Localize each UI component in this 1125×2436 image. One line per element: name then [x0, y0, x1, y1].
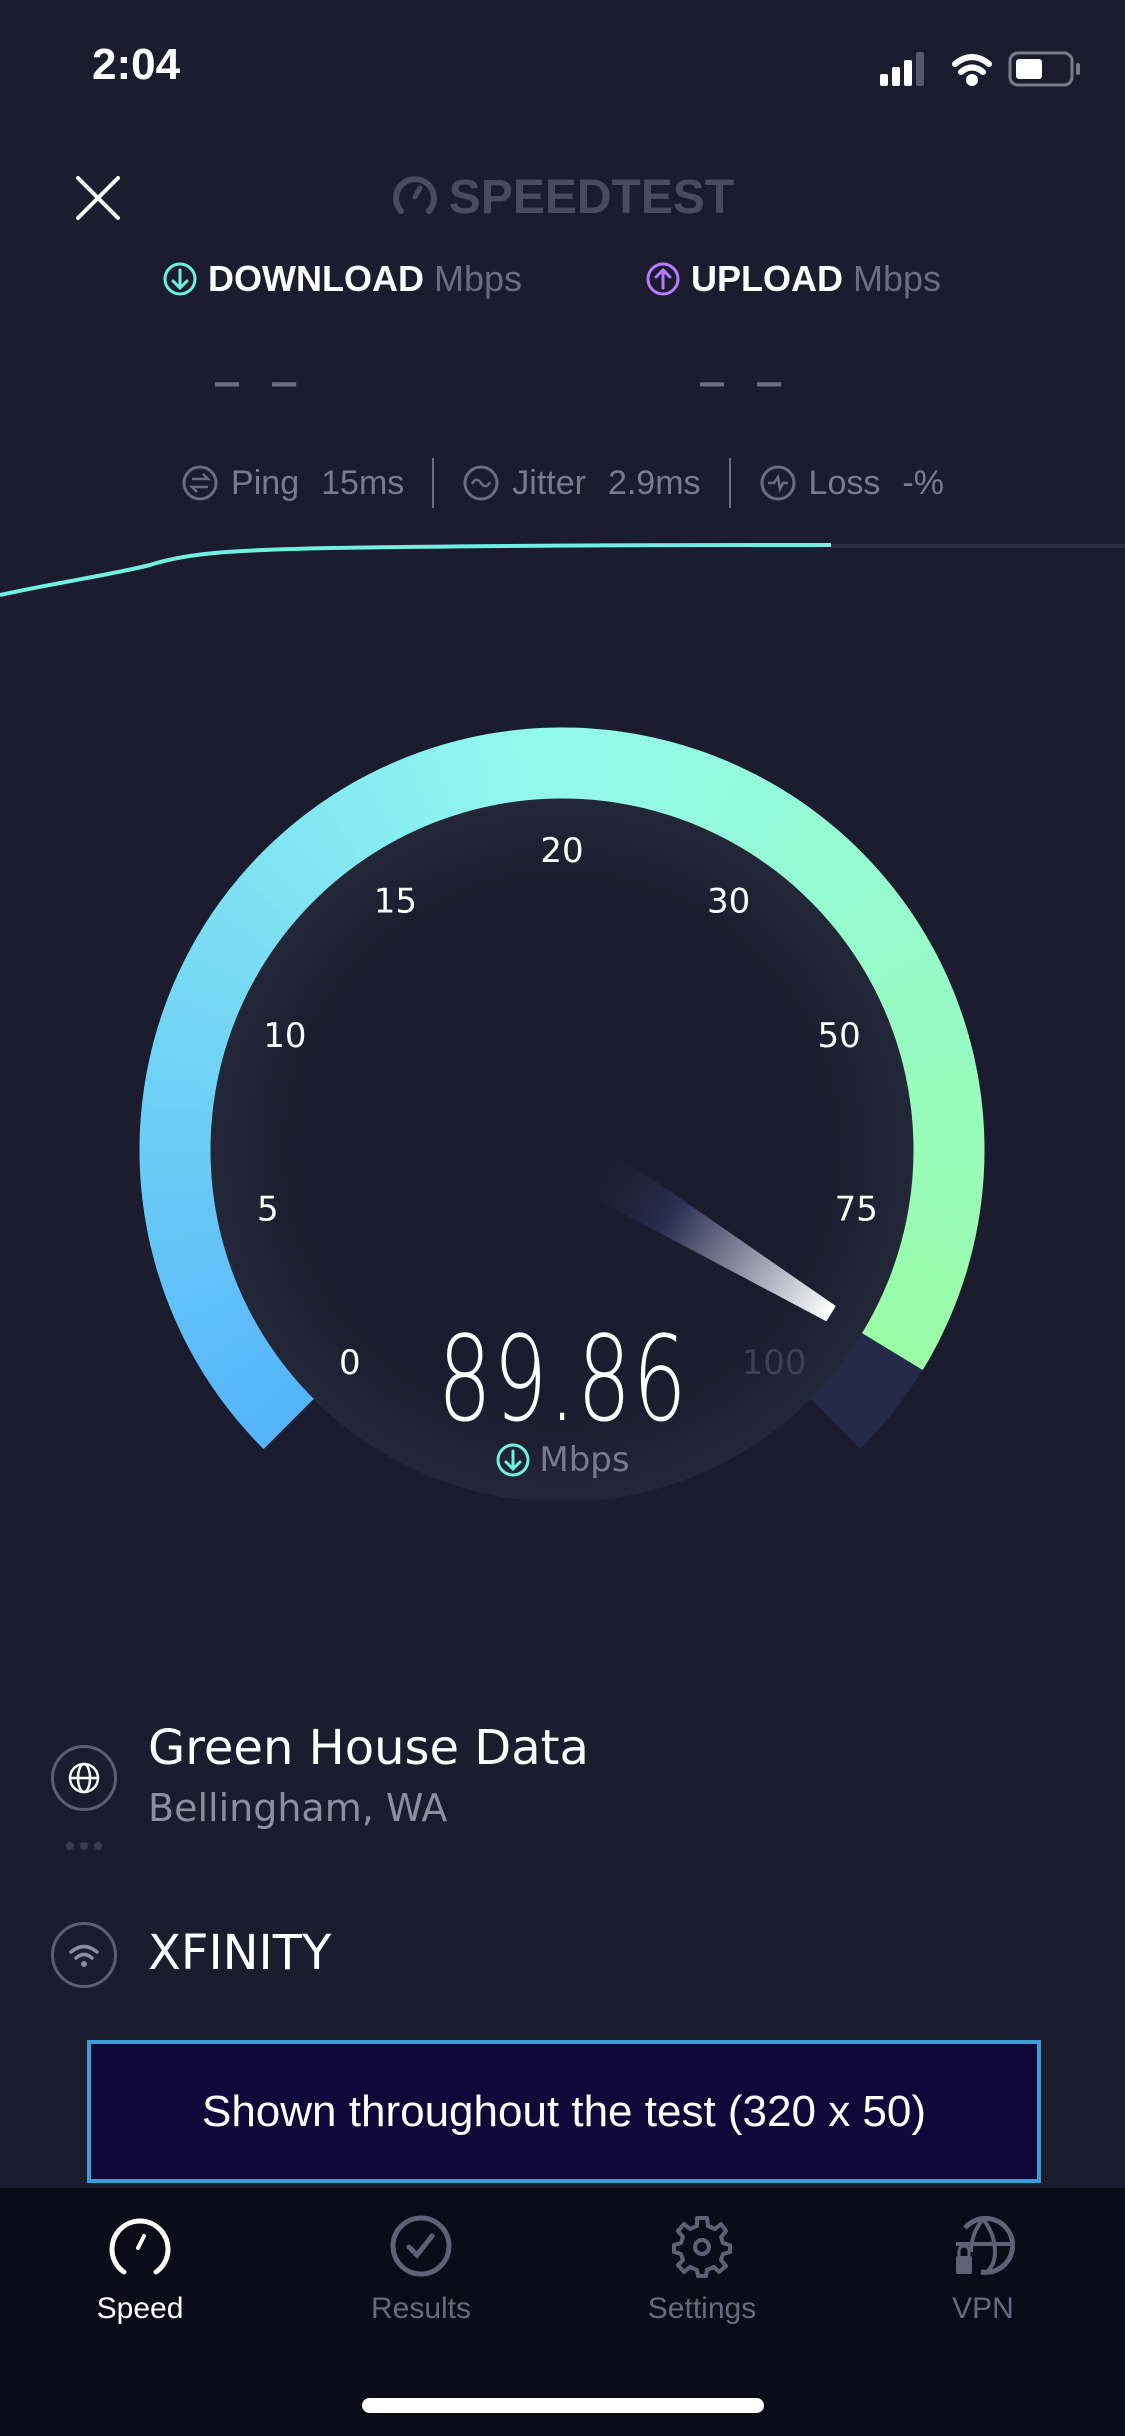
signal-icon [880, 52, 924, 86]
gauge-tick-label: 50 [818, 1016, 861, 1056]
home-indicator[interactable] [362, 2398, 764, 2413]
tab-vpn[interactable]: VPN [883, 2214, 1083, 2326]
server-location: Bellingham, WA [148, 1786, 448, 1830]
gear-icon [672, 2216, 732, 2278]
gauge-fill-segment [542, 727, 560, 799]
jitter-stat: Jitter 2.9ms [434, 464, 728, 503]
speedometer-icon [109, 2218, 171, 2275]
gauge-fill-segment [913, 1144, 985, 1161]
more-dots-icon[interactable] [64, 1840, 106, 1852]
gauge-tick-label: 0 [339, 1343, 361, 1383]
check-circle-icon [390, 2215, 452, 2277]
upload-header: UPLOAD Mbps [645, 258, 941, 300]
globe-lock-icon [956, 2215, 1015, 2275]
ping-icon [182, 465, 218, 501]
gauge-fill-segment [913, 1128, 985, 1147]
download-icon [496, 1443, 530, 1477]
download-header: DOWNLOAD Mbps [162, 258, 522, 300]
globe-icon [68, 1762, 100, 1794]
speedtest-logo: SPEEDTEST [0, 170, 1125, 225]
gauge-tick-label: 20 [540, 831, 583, 871]
isp-icon-ring [51, 1922, 117, 1988]
gauge-tick-label: 75 [835, 1190, 878, 1230]
wifi-icon [69, 1944, 99, 1967]
gauge-tick-label: 5 [257, 1190, 279, 1230]
tab-speed[interactable]: Speed [40, 2214, 240, 2326]
gauge-fill-segment [862, 1320, 932, 1370]
gauge-tick-label: 100 [742, 1343, 807, 1383]
ping-stat: Ping 15ms [153, 464, 432, 503]
gauge-track [810, 1332, 924, 1449]
current-speed-unit: Mbps [0, 1440, 1125, 1480]
download-icon [163, 262, 197, 296]
divider [728, 458, 731, 508]
status-time: 2:04 [92, 40, 181, 89]
server-name[interactable]: Green House Data [148, 1720, 589, 1776]
wifi-icon [952, 54, 992, 86]
isp-name: XFINITY [148, 1925, 332, 1981]
status-icons [880, 51, 1080, 87]
tab-results[interactable]: Results [321, 2214, 521, 2326]
graph-line [0, 543, 832, 597]
speedometer-icon [392, 176, 437, 214]
gauge-tick-label: 15 [374, 882, 417, 922]
loss-icon [760, 465, 796, 501]
jitter-icon [463, 465, 499, 501]
gauge-needle [569, 1140, 836, 1322]
graph-track [831, 544, 1125, 548]
gauge-fill-segment [558, 727, 576, 799]
tab-settings[interactable]: Settings [602, 2214, 802, 2326]
battery-icon [1008, 51, 1080, 87]
divider [432, 458, 435, 508]
gauge-tick-label: 30 [707, 882, 750, 922]
upload-icon [646, 262, 680, 296]
gauge-face [210, 798, 914, 1500]
ad-banner[interactable]: Shown throughout the test (320 x 50) [87, 2040, 1041, 2183]
speed-graph [0, 543, 1125, 597]
current-speed: 89.86 [0, 1310, 1125, 1448]
download-value: – – [212, 346, 304, 416]
upload-value: – – [697, 346, 789, 416]
stats-row: Ping 15ms Jitter 2.9ms Loss -% [0, 458, 1125, 508]
tab-bar: Speed Results Settings VPN [0, 2188, 1125, 2436]
loss-stat: Loss -% [731, 464, 972, 503]
gauge-fill-segment [139, 1150, 211, 1168]
gauge-tick-label: 10 [263, 1016, 306, 1056]
server-icon-ring[interactable] [51, 1745, 117, 1811]
close-icon[interactable] [74, 174, 122, 222]
speed-gauge: 0 5 10 15 20 30 50 75 100 [139, 727, 985, 1500]
current-speed-value: 89.86 [437, 1310, 688, 1448]
